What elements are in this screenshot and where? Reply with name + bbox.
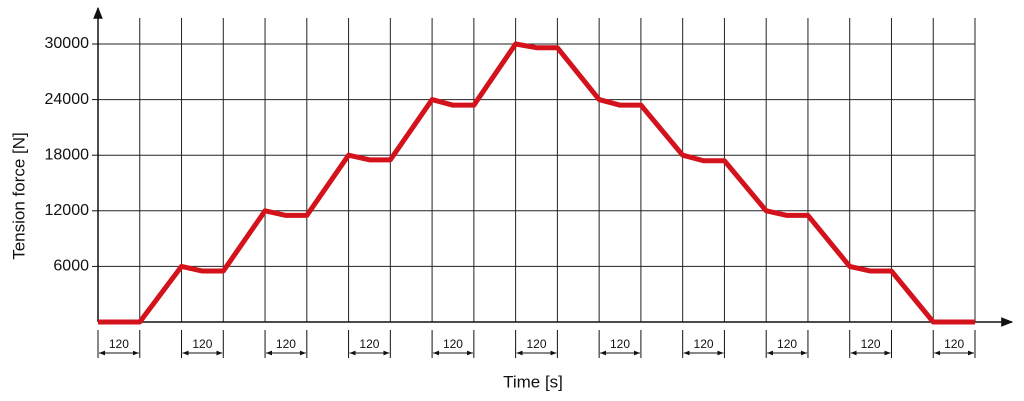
y-tick-label: 18000	[45, 146, 90, 163]
data-line	[98, 41, 975, 325]
dimension-label: 120	[276, 337, 296, 351]
dimension-label: 120	[192, 337, 212, 351]
x-axis-label: Time [s]	[503, 372, 563, 391]
y-tick-label: 6000	[53, 258, 89, 275]
dimension-label: 120	[359, 337, 379, 351]
dimension-label: 120	[944, 337, 964, 351]
y-axis-label: Tension force [N]	[9, 132, 28, 260]
dimension-label: 120	[610, 337, 630, 351]
y-tick-label: 12000	[45, 202, 90, 219]
y-tick-label: 30000	[45, 35, 90, 52]
dimension-label: 120	[861, 337, 881, 351]
dimension-label: 120	[694, 337, 714, 351]
dimension-label: 120	[109, 337, 129, 351]
y-tick-label: 24000	[45, 91, 90, 108]
dimension-label: 120	[526, 337, 546, 351]
dimension-label: 120	[443, 337, 463, 351]
dimension-label: 120	[777, 337, 797, 351]
